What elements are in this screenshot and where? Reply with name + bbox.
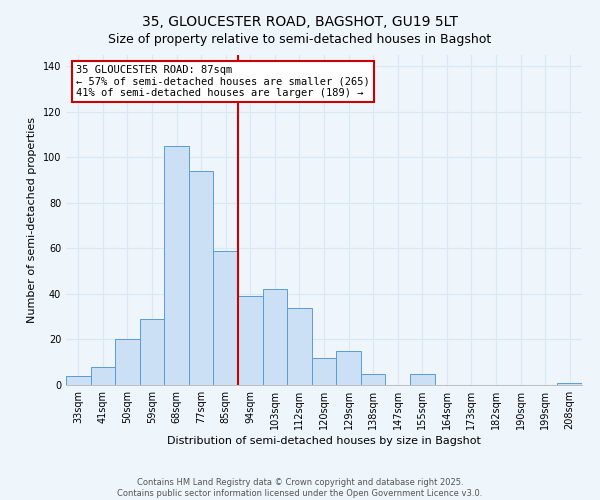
Bar xyxy=(91,367,115,385)
Bar xyxy=(557,382,582,385)
Bar xyxy=(361,374,385,385)
Bar xyxy=(238,296,263,385)
Bar xyxy=(312,358,336,385)
Y-axis label: Number of semi-detached properties: Number of semi-detached properties xyxy=(27,117,37,323)
Bar xyxy=(140,319,164,385)
Text: Size of property relative to semi-detached houses in Bagshot: Size of property relative to semi-detach… xyxy=(109,32,491,46)
Text: 35 GLOUCESTER ROAD: 87sqm
← 57% of semi-detached houses are smaller (265)
41% of: 35 GLOUCESTER ROAD: 87sqm ← 57% of semi-… xyxy=(76,65,370,98)
Text: 35, GLOUCESTER ROAD, BAGSHOT, GU19 5LT: 35, GLOUCESTER ROAD, BAGSHOT, GU19 5LT xyxy=(142,15,458,29)
X-axis label: Distribution of semi-detached houses by size in Bagshot: Distribution of semi-detached houses by … xyxy=(167,436,481,446)
Text: Contains HM Land Registry data © Crown copyright and database right 2025.
Contai: Contains HM Land Registry data © Crown c… xyxy=(118,478,482,498)
Bar xyxy=(410,374,434,385)
Bar xyxy=(287,308,312,385)
Bar xyxy=(115,340,140,385)
Bar xyxy=(66,376,91,385)
Bar xyxy=(189,171,214,385)
Bar xyxy=(263,290,287,385)
Bar xyxy=(214,250,238,385)
Bar xyxy=(336,351,361,385)
Bar xyxy=(164,146,189,385)
